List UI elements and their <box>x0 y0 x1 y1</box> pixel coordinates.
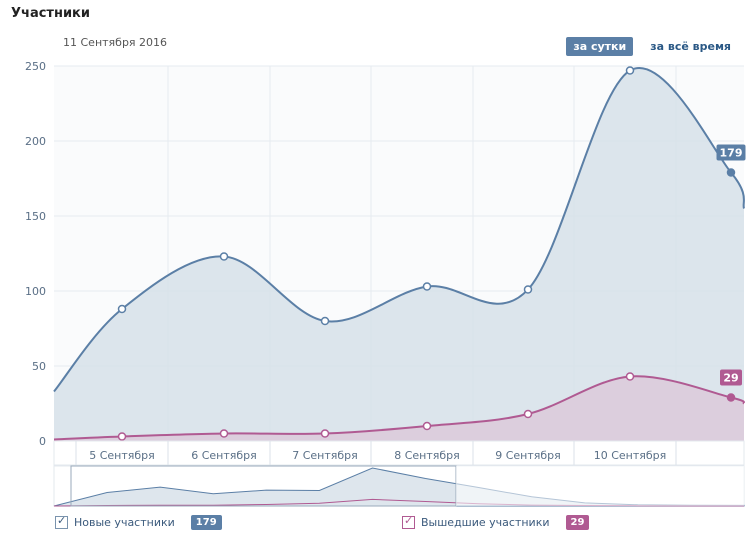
new-members-area <box>54 67 744 441</box>
tab-day[interactable]: за сутки <box>566 37 634 56</box>
tab-all-time[interactable]: за всё время <box>650 40 731 53</box>
chart-date: 11 Сентября 2016 <box>63 36 168 49</box>
legend-new[interactable]: ✓ Новые участники 179 <box>55 514 222 530</box>
new-members-point <box>422 282 432 291</box>
x-tick-label: 8 Сентября <box>394 449 460 462</box>
x-tick-label: 6 Сентября <box>191 449 257 462</box>
check-icon: ✓ <box>404 514 414 527</box>
legend-left-label: Вышедшие участники <box>421 516 550 529</box>
left-members-point <box>320 429 330 438</box>
y-tick-label: 0 <box>39 435 46 448</box>
checkbox-left[interactable]: ✓ <box>402 514 415 529</box>
x-tick-label: 7 Сентября <box>292 449 358 462</box>
new-members-point <box>320 316 330 326</box>
left-members-value-badge <box>720 369 742 386</box>
new-members-value-badge <box>716 144 746 161</box>
new-members-value-label: 179 <box>720 147 743 160</box>
legend-left-badge: 29 <box>565 515 590 530</box>
x-axis-band <box>53 440 745 466</box>
x-tick-label: 10 Сентября <box>594 449 667 462</box>
page-title: Участники <box>11 6 90 21</box>
new-members-line <box>53 67 745 393</box>
left-members-point <box>726 393 736 402</box>
new-members-point <box>523 285 533 294</box>
new-members-point <box>726 168 736 177</box>
x-tick-label: 5 Сентября <box>89 449 155 462</box>
left-members-value-label: 29 <box>723 372 738 385</box>
legend-new-label: Новые участники <box>74 516 175 529</box>
left-members-point <box>422 421 432 431</box>
y-tick-label: 250 <box>25 60 46 73</box>
left-members-area <box>54 376 744 441</box>
left-members-point <box>523 409 533 419</box>
left-members-point <box>219 429 229 438</box>
period-tabs: за сутки за всё время <box>566 37 738 56</box>
y-tick-label: 100 <box>25 285 46 298</box>
y-tick-label: 200 <box>25 135 46 148</box>
navigator-mask <box>456 466 744 506</box>
new-members-point <box>625 66 635 75</box>
new-members-point <box>219 252 229 261</box>
y-tick-label: 150 <box>25 210 46 223</box>
left-members-point <box>117 432 127 441</box>
legend-new-badge: 179 <box>190 515 222 530</box>
legend-left[interactable]: ✓ Вышедшие участники 29 <box>402 514 590 530</box>
left-members-point <box>625 372 635 381</box>
y-tick-label: 50 <box>32 360 46 373</box>
check-icon: ✓ <box>57 514 67 527</box>
new-members-point <box>117 304 127 314</box>
x-tick-label: 9 Сентября <box>495 449 561 462</box>
checkbox-new[interactable]: ✓ <box>55 514 68 529</box>
